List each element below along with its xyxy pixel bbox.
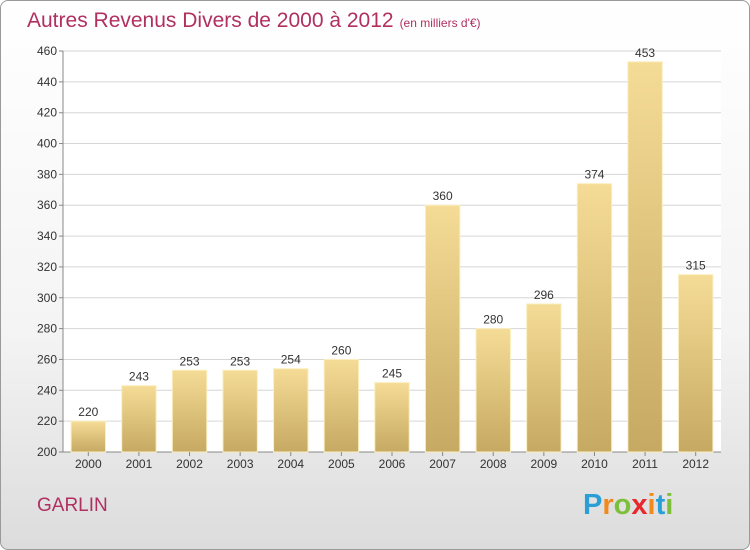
logo-letter: r: [602, 489, 614, 521]
y-tick-label: 220: [37, 414, 57, 428]
data-label: 254: [281, 353, 301, 367]
x-tick-label: 2003: [227, 457, 254, 471]
bar: [677, 274, 714, 453]
y-tick-label: 200: [37, 445, 57, 459]
bar: [323, 358, 360, 453]
x-tick-label: 2012: [682, 457, 709, 471]
data-label: 253: [230, 354, 250, 368]
x-tick-label: 2010: [581, 457, 608, 471]
data-label: 315: [686, 259, 706, 273]
bar: [424, 204, 461, 453]
y-tick-label: 440: [37, 75, 57, 89]
bar: [171, 369, 208, 453]
bar: [526, 303, 562, 453]
proxiti-logo: Proxiti: [583, 489, 673, 522]
y-tick-label: 420: [37, 106, 57, 120]
y-tick-label: 380: [37, 167, 57, 181]
logo-letter: o: [613, 489, 632, 521]
x-tick-label: 2001: [126, 457, 153, 471]
y-tick-label: 340: [37, 229, 57, 243]
data-label: 253: [180, 354, 200, 368]
data-label: 245: [382, 367, 402, 381]
x-tick-label: 2002: [176, 457, 203, 471]
chart-title: Autres Revenus Divers de 2000 à 2012 (en …: [27, 9, 481, 33]
data-label: 220: [78, 405, 98, 419]
bar: [374, 382, 410, 453]
y-tick-label: 400: [37, 137, 57, 151]
x-tick-label: 2007: [429, 457, 456, 471]
y-tick-label: 260: [37, 352, 57, 366]
y-tick-label: 320: [37, 260, 57, 274]
data-label: 243: [129, 370, 149, 384]
data-label: 374: [584, 168, 604, 182]
y-tick-label: 460: [37, 44, 57, 58]
x-tick-label: 2004: [277, 457, 304, 471]
title-text: Autres Revenus Divers de 2000 à 2012: [27, 9, 394, 32]
x-tick-label: 2006: [379, 457, 406, 471]
y-tick-label: 360: [37, 198, 57, 212]
x-tick-label: 2011: [632, 457, 658, 471]
bar: [273, 368, 309, 453]
logo-letter: x: [631, 489, 648, 521]
x-tick-label: 2008: [480, 457, 507, 471]
x-tick-label: 2009: [530, 457, 557, 471]
logo-letter: i: [647, 489, 656, 521]
bar: [222, 369, 258, 453]
bar: [576, 183, 613, 453]
bar: [70, 420, 107, 453]
location-label: GARLIN: [37, 495, 108, 516]
y-tick-label: 280: [37, 322, 57, 336]
logo-letter: i: [665, 489, 674, 521]
data-label: 453: [635, 46, 655, 60]
x-tick-label: 2005: [328, 457, 355, 471]
data-label: 360: [433, 189, 453, 203]
y-tick-label: 240: [37, 383, 57, 397]
data-label: 296: [534, 288, 554, 302]
bar: [121, 385, 157, 453]
data-label: 280: [483, 313, 503, 327]
y-tick-label: 300: [37, 291, 57, 305]
x-tick-label: 2000: [75, 457, 102, 471]
data-label: 260: [331, 343, 351, 357]
chart-subtitle: (en milliers d'€): [399, 16, 481, 30]
bar: [627, 61, 663, 453]
logo-letter: t: [655, 489, 666, 521]
bar: [475, 328, 511, 453]
logo-letter: P: [583, 489, 603, 521]
